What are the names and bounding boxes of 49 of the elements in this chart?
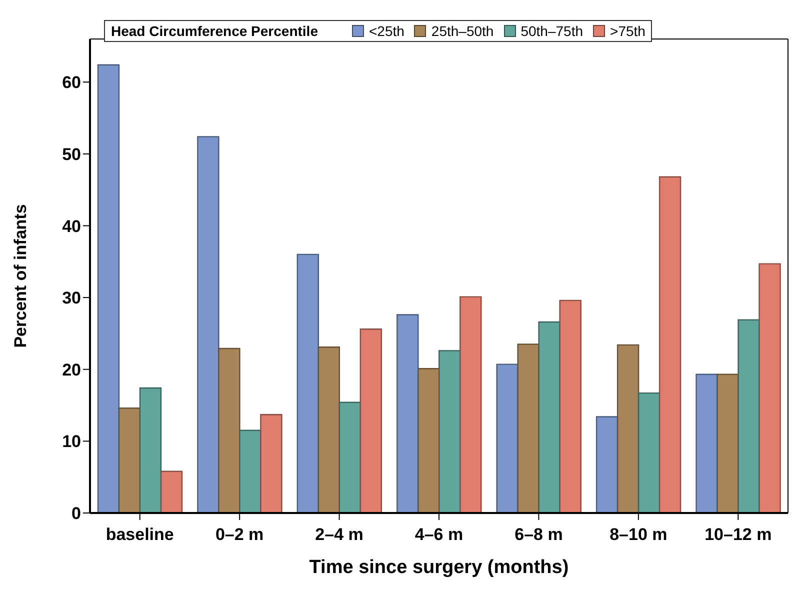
bar bbox=[118, 408, 141, 513]
bar bbox=[517, 344, 540, 513]
bar bbox=[496, 364, 518, 513]
x-tick-label: 6–8 m bbox=[514, 525, 563, 544]
y-tick-label: 10 bbox=[62, 432, 81, 452]
bar bbox=[139, 387, 162, 513]
bar bbox=[239, 430, 262, 513]
bar bbox=[218, 348, 240, 513]
bar bbox=[438, 350, 461, 513]
x-axis-title: Time since surgery (months) bbox=[309, 557, 569, 578]
y-tick-label: 0 bbox=[72, 504, 81, 524]
legend-label: >75th bbox=[610, 23, 646, 39]
bar bbox=[318, 346, 340, 513]
x-tick-label: 0–2 m bbox=[215, 525, 264, 544]
y-tick-label: 60 bbox=[62, 73, 81, 92]
y-tick-label: 50 bbox=[62, 144, 81, 164]
legend-label: 50th–75th bbox=[520, 23, 584, 39]
x-tick-label: baseline bbox=[106, 525, 174, 544]
bar bbox=[538, 321, 560, 513]
bar bbox=[638, 392, 660, 513]
y-tick-label: 30 bbox=[62, 288, 81, 308]
x-tick-label: 4–6 m bbox=[414, 525, 464, 544]
bar bbox=[418, 368, 440, 513]
bar bbox=[559, 300, 582, 513]
bar bbox=[460, 296, 482, 513]
x-tick-label: 8–10 m bbox=[610, 525, 668, 544]
bar bbox=[360, 328, 382, 513]
bar bbox=[596, 416, 618, 513]
bar bbox=[97, 64, 120, 513]
x-tick-label: 10–12 m bbox=[704, 525, 772, 544]
x-tick-label: 2–4 m bbox=[315, 525, 364, 544]
bar bbox=[658, 176, 682, 513]
legend-label: <25th bbox=[368, 23, 404, 39]
legend-label: 25th–50th bbox=[431, 23, 494, 39]
y-tick-label: 20 bbox=[62, 360, 81, 380]
bar bbox=[616, 344, 640, 513]
bar bbox=[696, 374, 718, 513]
bar bbox=[758, 263, 781, 513]
y-tick-label: 40 bbox=[62, 216, 81, 236]
bar bbox=[296, 254, 320, 513]
bar bbox=[396, 314, 419, 513]
bar bbox=[260, 414, 282, 513]
bar bbox=[197, 136, 220, 513]
bar bbox=[160, 470, 183, 513]
bar bbox=[738, 319, 760, 513]
bar bbox=[716, 374, 739, 513]
legend-title: Head Circumference Percentile bbox=[111, 23, 318, 39]
bar bbox=[338, 402, 362, 513]
y-axis-title: Percent of infants bbox=[11, 204, 30, 348]
